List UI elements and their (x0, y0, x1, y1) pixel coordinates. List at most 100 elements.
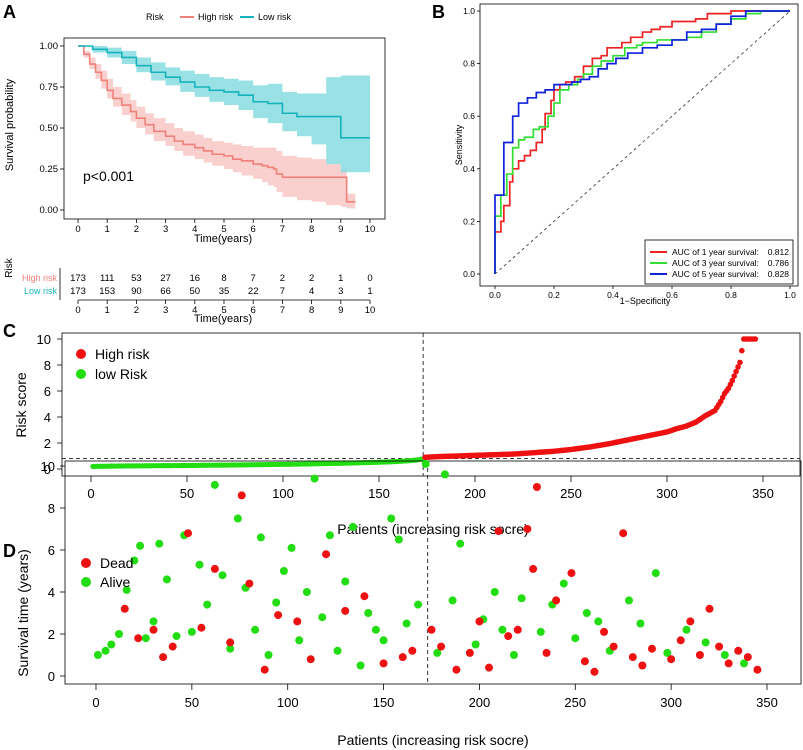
alive-point (115, 630, 124, 638)
dead-point (237, 491, 246, 500)
legend-label-low-risk: low Risk (95, 366, 148, 382)
legend-label-dead: Dead (100, 555, 133, 571)
risk-table-cell: 8 (221, 273, 226, 284)
dead-point (494, 527, 503, 536)
alive-point (210, 480, 219, 489)
roc-y-tick-label: 0.2 (463, 216, 475, 226)
alive-point (651, 569, 660, 578)
risk-score-y-tick-label: 4 (44, 410, 51, 425)
roc-y-tick-label: 0.4 (463, 164, 475, 174)
dead-point (686, 617, 695, 626)
roc-curve-3-year (494, 10, 790, 274)
km-curve-high-risk (78, 45, 356, 203)
roc-y-tick-label: 1.0 (463, 6, 475, 16)
alive-point (364, 609, 373, 617)
alive-point (107, 640, 116, 649)
dead-point (226, 638, 235, 647)
dead-point (120, 604, 129, 613)
alive-point (559, 579, 568, 588)
alive-point (195, 560, 204, 569)
alive-point (509, 651, 518, 659)
roc-x-axis-label: 1−Specificity (620, 296, 671, 306)
roc-y-tick-label: 0.0 (463, 269, 475, 279)
dead-point (724, 659, 733, 668)
alive-point (440, 470, 449, 479)
km-x-tick-label: 2 (134, 224, 139, 235)
dead-point (619, 529, 628, 538)
risk-table-cell: 27 (160, 273, 171, 284)
dead-point (159, 653, 168, 662)
alive-point (93, 651, 102, 659)
alive-point (624, 596, 633, 605)
alive-point (536, 627, 545, 636)
risk-table-cell: 16 (190, 273, 201, 284)
panel-label-c: C (3, 321, 16, 341)
alive-point (739, 659, 748, 668)
risk-table-x-tick-label: 7 (280, 305, 285, 316)
risk-score-x-axis-label: Patients (increasing risk socre) (337, 521, 528, 537)
dead-point (628, 653, 637, 662)
risk-table-cell: 3 (338, 286, 343, 297)
roc-legend-auc-3: 0.786 (768, 258, 790, 268)
risk-score-x-tick-label: 100 (272, 486, 294, 501)
legend-dot-alive (81, 577, 91, 587)
risk-score-point-high (737, 359, 743, 366)
dead-point (465, 648, 474, 657)
risk-table-x-tick-label: 1 (105, 305, 110, 316)
dead-point (705, 604, 714, 613)
dead-point (306, 655, 315, 664)
dead-point (197, 623, 206, 632)
dead-point (753, 665, 762, 674)
risk-table-cell: 2 (309, 273, 314, 284)
dead-point (485, 663, 494, 672)
risk-table-cell: 4 (309, 286, 314, 297)
legend-label-high: High risk (198, 12, 234, 22)
legend-label-high-risk: High risk (95, 346, 150, 362)
dead-point (523, 525, 532, 533)
survival-time-plot: 0 50 100 150 200 250 300 350 0 2 4 6 8 10 (41, 459, 802, 710)
alive-point (318, 613, 327, 622)
survival-time-y-tick-label: 2 (48, 627, 55, 642)
roc-x-tick-label: 0.4 (607, 290, 619, 300)
dead-point (667, 655, 676, 664)
dead-point (398, 653, 407, 662)
risk-table-x-tick-label: 0 (75, 305, 80, 316)
dead-point (149, 625, 158, 634)
km-x-tick-label: 0 (75, 224, 80, 235)
risk-score-y-tick-label: 2 (44, 436, 51, 451)
legend-dot-high-risk (76, 349, 86, 359)
alive-point (456, 539, 465, 548)
risk-table-row-label-low: Low risk (24, 286, 58, 296)
risk-table-x-tick-label: 5 (221, 305, 226, 316)
risk-score-y-tick-label: 8 (44, 358, 51, 373)
risk-table-cell: 22 (248, 286, 259, 297)
survival-time-x-tick-label: 100 (277, 695, 299, 710)
alive-point (287, 543, 296, 552)
risk-score-point-high (733, 368, 739, 375)
dead-point (293, 617, 302, 626)
dead-point (274, 611, 283, 620)
legend-dot-low-risk (76, 369, 86, 379)
alive-point (402, 619, 411, 628)
roc-curve-5-year (494, 10, 790, 274)
roc-legend-label-5: AUC of 5 year survival: (672, 269, 759, 279)
alive-point (251, 625, 260, 634)
risk-table-cell: 153 (99, 286, 115, 297)
roc-legend-label-1: AUC of 1 year survival: (672, 247, 759, 257)
panel-label-b: B (432, 2, 445, 22)
risk-score-plot-frame (61, 332, 801, 477)
alive-point (302, 588, 311, 596)
alive-point (162, 575, 171, 584)
risk-score-y-tick-label: 10 (37, 332, 51, 347)
dead-point (134, 634, 143, 643)
survival-time-plot-frame (64, 460, 802, 685)
risk-table-cell: 66 (160, 286, 171, 297)
risk-table-x-tick-label: 8 (309, 305, 314, 316)
risk-table-cell: 2 (280, 273, 285, 284)
alive-point (141, 634, 150, 643)
alive-point (295, 636, 304, 645)
legend-label-alive: Alive (100, 574, 131, 590)
dead-point (590, 667, 599, 676)
km-curve-low-risk (78, 45, 370, 139)
risk-table-cell: 1 (338, 273, 343, 284)
